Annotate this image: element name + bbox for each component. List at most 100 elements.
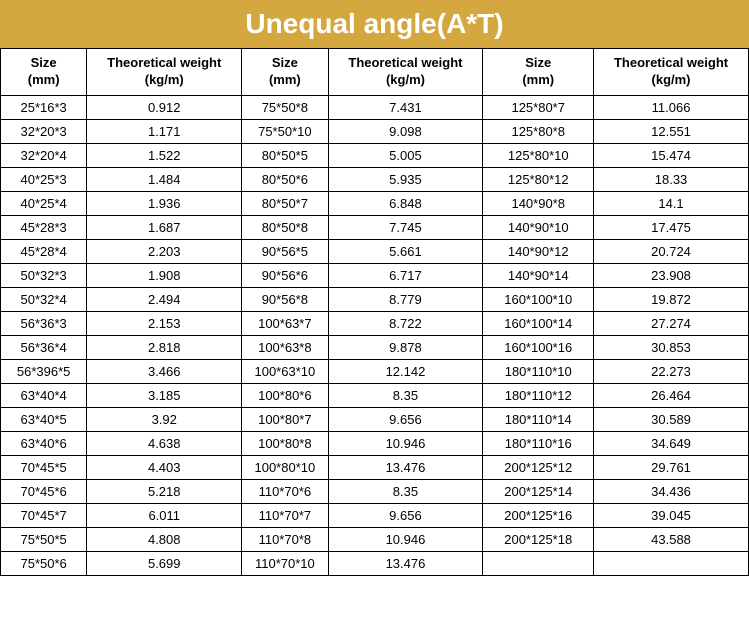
cell-size: 32*20*4 <box>1 143 87 167</box>
cell-size: 45*28*4 <box>1 239 87 263</box>
cell-size: 70*45*5 <box>1 455 87 479</box>
cell-weight: 4.808 <box>87 527 242 551</box>
cell-weight: 2.494 <box>87 287 242 311</box>
table-body: 25*16*30.91275*50*87.431125*80*711.06632… <box>1 95 749 575</box>
cell-weight: 5.661 <box>328 239 483 263</box>
cell-size: 45*28*3 <box>1 215 87 239</box>
cell-size: 80*50*6 <box>242 167 328 191</box>
cell-size: 110*70*6 <box>242 479 328 503</box>
table-row: 56*396*53.466100*63*1012.142180*110*1022… <box>1 359 749 383</box>
cell-weight: 8.779 <box>328 287 483 311</box>
cell-weight: 0.912 <box>87 95 242 119</box>
angle-table: Size (mm) Theoretical weight (kg/m) Size… <box>0 48 749 576</box>
table-row: 50*32*42.49490*56*88.779160*100*1019.872 <box>1 287 749 311</box>
cell-size <box>483 551 594 575</box>
cell-size: 125*80*7 <box>483 95 594 119</box>
table-row: 50*32*31.90890*56*66.717140*90*1423.908 <box>1 263 749 287</box>
cell-weight: 29.761 <box>594 455 749 479</box>
cell-weight: 4.638 <box>87 431 242 455</box>
cell-weight: 5.218 <box>87 479 242 503</box>
cell-size: 50*32*3 <box>1 263 87 287</box>
cell-size: 90*56*6 <box>242 263 328 287</box>
cell-size: 140*90*10 <box>483 215 594 239</box>
cell-weight: 5.005 <box>328 143 483 167</box>
cell-size: 200*125*18 <box>483 527 594 551</box>
cell-weight: 10.946 <box>328 527 483 551</box>
table-row: 63*40*53.92100*80*79.656180*110*1430.589 <box>1 407 749 431</box>
cell-weight: 10.946 <box>328 431 483 455</box>
cell-size: 63*40*4 <box>1 383 87 407</box>
cell-size: 140*90*14 <box>483 263 594 287</box>
cell-size: 180*110*14 <box>483 407 594 431</box>
cell-weight: 9.878 <box>328 335 483 359</box>
cell-weight: 1.171 <box>87 119 242 143</box>
cell-size: 75*50*10 <box>242 119 328 143</box>
cell-size: 80*50*7 <box>242 191 328 215</box>
cell-weight: 17.475 <box>594 215 749 239</box>
cell-weight: 1.936 <box>87 191 242 215</box>
cell-weight: 3.466 <box>87 359 242 383</box>
table-row: 45*28*42.20390*56*55.661140*90*1220.724 <box>1 239 749 263</box>
cell-weight: 26.464 <box>594 383 749 407</box>
table-row: 70*45*54.403100*80*1013.476200*125*1229.… <box>1 455 749 479</box>
cell-size: 200*125*14 <box>483 479 594 503</box>
cell-size: 90*56*8 <box>242 287 328 311</box>
cell-weight: 8.35 <box>328 383 483 407</box>
cell-size: 160*100*16 <box>483 335 594 359</box>
cell-weight: 9.656 <box>328 503 483 527</box>
cell-size: 180*110*16 <box>483 431 594 455</box>
cell-size: 56*396*5 <box>1 359 87 383</box>
cell-size: 75*50*8 <box>242 95 328 119</box>
cell-size: 110*70*7 <box>242 503 328 527</box>
cell-weight: 5.935 <box>328 167 483 191</box>
cell-weight: 2.818 <box>87 335 242 359</box>
cell-weight: 39.045 <box>594 503 749 527</box>
cell-size: 160*100*10 <box>483 287 594 311</box>
cell-size: 160*100*14 <box>483 311 594 335</box>
table-row: 75*50*65.699110*70*1013.476 <box>1 551 749 575</box>
cell-weight: 1.908 <box>87 263 242 287</box>
cell-weight: 7.745 <box>328 215 483 239</box>
cell-size: 100*80*8 <box>242 431 328 455</box>
header-row: Size (mm) Theoretical weight (kg/m) Size… <box>1 49 749 96</box>
cell-weight: 14.1 <box>594 191 749 215</box>
cell-size: 140*90*8 <box>483 191 594 215</box>
table-row: 40*25*41.93680*50*76.848140*90*814.1 <box>1 191 749 215</box>
table-row: 63*40*43.185100*80*68.35180*110*1226.464 <box>1 383 749 407</box>
cell-weight: 1.484 <box>87 167 242 191</box>
cell-size: 80*50*5 <box>242 143 328 167</box>
cell-size: 200*125*16 <box>483 503 594 527</box>
table-row: 63*40*64.638100*80*810.946180*110*1634.6… <box>1 431 749 455</box>
cell-weight: 5.699 <box>87 551 242 575</box>
cell-weight: 12.142 <box>328 359 483 383</box>
cell-size: 75*50*5 <box>1 527 87 551</box>
cell-weight: 22.273 <box>594 359 749 383</box>
cell-size: 63*40*5 <box>1 407 87 431</box>
cell-weight: 11.066 <box>594 95 749 119</box>
col-weight-3: Theoretical weight (kg/m) <box>594 49 749 96</box>
cell-size: 56*36*4 <box>1 335 87 359</box>
cell-weight: 6.011 <box>87 503 242 527</box>
cell-weight: 4.403 <box>87 455 242 479</box>
cell-weight: 18.33 <box>594 167 749 191</box>
cell-size: 110*70*8 <box>242 527 328 551</box>
cell-size: 50*32*4 <box>1 287 87 311</box>
cell-size: 80*50*8 <box>242 215 328 239</box>
cell-size: 100*80*10 <box>242 455 328 479</box>
cell-weight: 2.153 <box>87 311 242 335</box>
cell-weight: 9.656 <box>328 407 483 431</box>
cell-size: 56*36*3 <box>1 311 87 335</box>
cell-weight: 13.476 <box>328 551 483 575</box>
cell-weight: 30.589 <box>594 407 749 431</box>
cell-size: 180*110*12 <box>483 383 594 407</box>
cell-weight: 34.436 <box>594 479 749 503</box>
cell-weight: 19.872 <box>594 287 749 311</box>
cell-weight: 27.274 <box>594 311 749 335</box>
cell-size: 125*80*10 <box>483 143 594 167</box>
cell-size: 100*63*10 <box>242 359 328 383</box>
table-row: 56*36*42.818100*63*89.878160*100*1630.85… <box>1 335 749 359</box>
cell-weight: 1.687 <box>87 215 242 239</box>
cell-size: 100*80*6 <box>242 383 328 407</box>
cell-weight: 7.431 <box>328 95 483 119</box>
cell-weight: 3.92 <box>87 407 242 431</box>
